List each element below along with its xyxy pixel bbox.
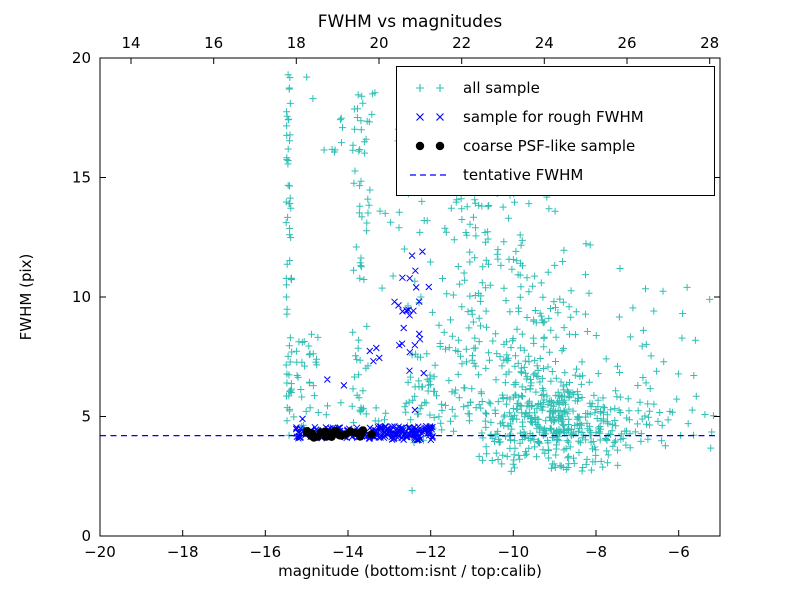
x-tick-label: −6 — [668, 543, 690, 561]
legend: all sample sample for rough FWHM coarse PS… — [396, 66, 715, 196]
series-sample-for-rough-fwhm — [292, 248, 436, 444]
x-tick-label-top: 18 — [287, 34, 306, 52]
y-tick-label: 15 — [72, 169, 91, 187]
x-axis-ticks-bottom: −20 −18 −16 −14 −12 −10 −8 −6 — [84, 530, 690, 561]
legend-plus-marker-icon — [416, 83, 444, 92]
x-tick-label-top: 16 — [204, 34, 223, 52]
y-axis-ticks: 0 5 10 15 20 — [72, 49, 720, 545]
series-coarse-psf-like-sample — [302, 426, 376, 442]
legend-label: all sample — [463, 78, 540, 97]
legend-dot-marker-icon — [415, 141, 445, 150]
x-tick-label-top: 14 — [121, 34, 140, 52]
legend-entry: sample for rough FWHM — [407, 102, 704, 131]
y-tick-label: 0 — [81, 527, 91, 545]
legend-entry: tentative FWHM — [407, 160, 704, 189]
x-tick-label: −14 — [332, 543, 364, 561]
y-tick-label: 20 — [72, 49, 91, 67]
x-tick-label: −18 — [167, 543, 199, 561]
legend-label: coarse PSF-like sample — [463, 136, 636, 155]
x-tick-label: −10 — [497, 543, 529, 561]
legend-label: sample for rough FWHM — [463, 107, 644, 126]
x-tick-label: −20 — [84, 543, 116, 561]
legend-label: tentative FWHM — [463, 165, 584, 184]
x-tick-label-top: 20 — [369, 34, 388, 52]
x-tick-label-top: 28 — [700, 34, 719, 52]
legend-entry: all sample — [407, 73, 704, 102]
y-tick-label: 5 — [81, 408, 91, 426]
x-tick-label: −16 — [249, 543, 281, 561]
x-tick-label-top: 22 — [452, 34, 471, 52]
y-tick-label: 10 — [72, 288, 91, 306]
x-tick-label-top: 24 — [535, 34, 554, 52]
x-axis-ticks-top: 14 16 18 20 22 24 26 28 — [121, 34, 719, 64]
legend-dash-line-icon — [410, 173, 450, 176]
x-tick-label: −12 — [415, 543, 447, 561]
legend-entry: coarse PSF-like sample — [407, 131, 704, 160]
x-tick-label: −8 — [585, 543, 607, 561]
x-tick-label-top: 26 — [617, 34, 636, 52]
legend-x-marker-icon — [416, 112, 444, 121]
series-all-sample — [282, 71, 717, 495]
